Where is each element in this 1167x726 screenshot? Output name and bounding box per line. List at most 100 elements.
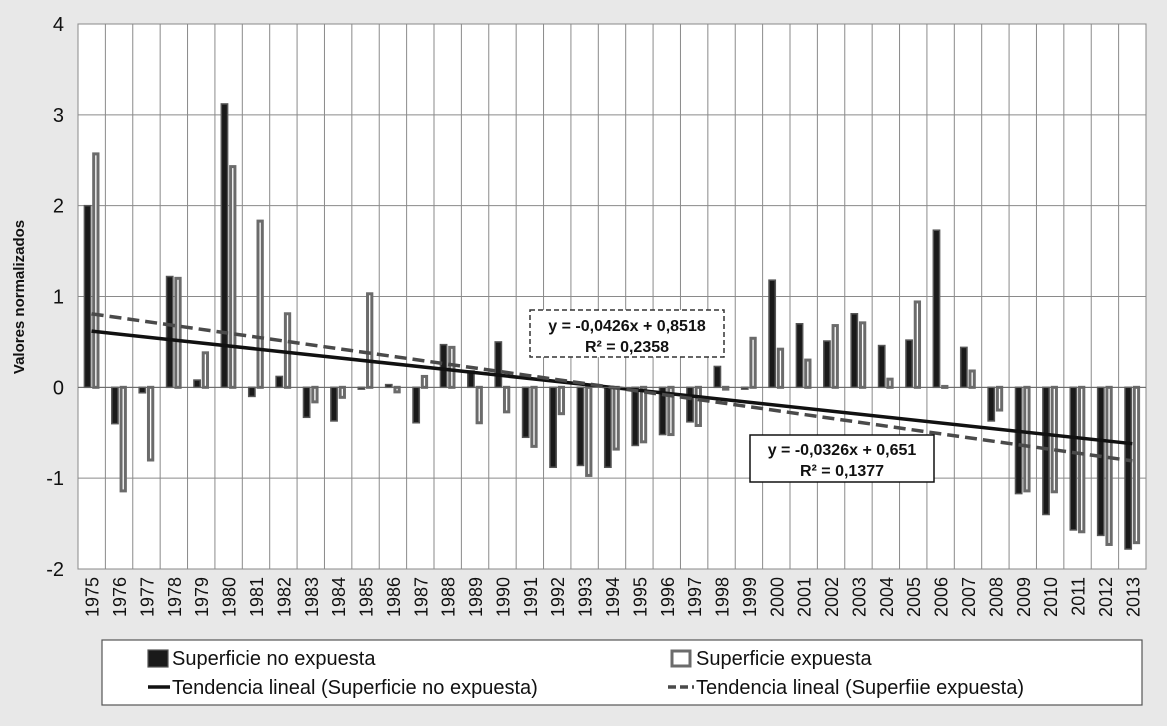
x-tick-label: 1980 (220, 577, 240, 617)
r2-superficie-no-expuesta: R² = 0,1377 (800, 463, 884, 480)
bar-superficie-no-expuesta (987, 386, 996, 422)
bar-superficie-no-expuesta (549, 386, 557, 469)
y-tick-label: 2 (53, 196, 64, 218)
bar-superficie-no-expuesta (111, 386, 119, 425)
x-tick-label: 1986 (384, 577, 404, 617)
x-tick-label: 1999 (740, 577, 760, 617)
legend-label-trend-expuesta: Tendencia lineal (Superfiie expuesta) (696, 677, 1024, 699)
bar-superficie-expuesta (1050, 385, 1058, 494)
bar-superficie-no-expuesta (905, 339, 913, 389)
bar-superficie-no-expuesta (330, 386, 338, 422)
x-tick-label: 1976 (110, 577, 130, 617)
bar-superficie-expuesta (557, 385, 566, 416)
y-tick-label: -1 (46, 468, 64, 490)
x-tick-label: 2013 (1123, 577, 1143, 617)
x-tick-label: 2003 (849, 577, 869, 617)
x-tick-label: 1983 (302, 577, 322, 617)
bar-superficie-no-expuesta (959, 346, 968, 389)
x-tick-label: 1977 (137, 577, 157, 617)
bar-superficie-expuesta (858, 321, 867, 389)
legend-label-superficie-expuesta: Superficie expuesta (696, 648, 873, 670)
bar-superficie-expuesta (886, 377, 894, 389)
bar-superficie-expuesta (256, 219, 264, 389)
bar-superficie-expuesta (366, 292, 374, 389)
bar-superficie-expuesta (146, 385, 155, 462)
x-tick-label: 1975 (83, 577, 103, 617)
bar-superficie-expuesta (119, 385, 127, 493)
legend-swatch-superficie-no-expuesta (147, 649, 169, 668)
equation-superficie-no-expuesta: y = -0,0326x + 0,651 (768, 442, 917, 459)
bar-superficie-expuesta (1023, 385, 1031, 493)
bar-superficie-expuesta (92, 152, 100, 389)
x-tick-label: 1996 (658, 577, 678, 617)
x-tick-label: 1997 (685, 577, 705, 617)
bar-superficie-no-expuesta (302, 386, 311, 419)
bar-superficie-no-expuesta (494, 341, 503, 389)
bar-superficie-expuesta (311, 385, 319, 404)
bar-superficie-expuesta (968, 369, 976, 389)
bar-superficie-no-expuesta (1014, 386, 1023, 495)
x-tick-label: 1979 (192, 577, 212, 617)
x-tick-label: 1992 (548, 577, 568, 617)
bar-superficie-no-expuesta (1096, 386, 1105, 537)
bar-superficie-no-expuesta (877, 344, 886, 389)
bar-superficie-no-expuesta (165, 275, 174, 389)
x-tick-label: 1982 (274, 577, 294, 617)
bar-superficie-no-expuesta (275, 375, 284, 389)
bar-superficie-no-expuesta (823, 340, 831, 389)
equation-box-superficie-expuesta (529, 309, 725, 358)
bar-superficie-expuesta (530, 385, 538, 448)
legend-label-superficie-no-expuesta: Superficie no expuesta (172, 648, 376, 670)
r2-superficie-expuesta: R² = 0,2358 (585, 339, 669, 356)
x-tick-label: 1988 (439, 577, 459, 617)
x-tick-label: 2001 (795, 577, 815, 617)
x-tick-label: 1985 (357, 577, 377, 617)
bar-superficie-no-expuesta (138, 386, 147, 394)
x-tick-label: 1990 (493, 577, 513, 617)
x-tick-label: 2006 (932, 577, 952, 617)
x-tick-label: 2002 (822, 577, 842, 617)
bar-superficie-no-expuesta (247, 386, 256, 398)
y-axis-title: Valores normalizados (11, 220, 28, 374)
bar-superficie-no-expuesta (850, 313, 859, 389)
x-tick-label: 1991 (521, 577, 541, 617)
bar-superficie-no-expuesta (631, 386, 640, 447)
bar-superficie-expuesta (1105, 385, 1113, 546)
y-tick-label: 3 (53, 105, 64, 127)
x-tick-label: 2012 (1096, 577, 1116, 617)
x-tick-label: 1994 (603, 577, 623, 617)
bar-superficie-no-expuesta (412, 386, 421, 424)
grid-lines (77, 23, 1147, 570)
y-tick-label: 0 (53, 377, 64, 399)
bar-superficie-expuesta (448, 345, 456, 389)
x-tick-label: 1998 (713, 577, 733, 617)
x-tick-label: 1987 (411, 577, 431, 617)
bar-superficie-no-expuesta (576, 386, 585, 467)
bar-superficie-expuesta (639, 385, 648, 444)
x-tick-label: 1993 (576, 577, 596, 617)
bar-superficie-no-expuesta (1042, 386, 1050, 516)
bar-superficie-no-expuesta (768, 279, 777, 389)
x-tick-label: 2007 (959, 577, 979, 617)
legend-box (101, 639, 1143, 706)
x-tick-label: 2000 (767, 577, 787, 617)
bar-superficie-expuesta (420, 374, 429, 389)
bar-superficie-expuesta (585, 385, 593, 477)
y-tick-label: 1 (53, 287, 64, 309)
bar-superficie-expuesta (502, 385, 511, 414)
x-tick-label: 1984 (329, 577, 349, 617)
bar-superficie-no-expuesta (1124, 386, 1133, 550)
x-tick-label: 1995 (630, 577, 650, 617)
legend-swatch-superficie-expuesta (670, 649, 692, 668)
equation-superficie-expuesta: y = -0,0426x + 0,8518 (548, 318, 706, 335)
bar-superficie-expuesta (1078, 385, 1086, 534)
bar-superficie-no-expuesta (795, 323, 804, 389)
x-tick-label: 2009 (1014, 577, 1034, 617)
bar-superficie-expuesta (201, 351, 210, 389)
equation-box-superficie-no-expuesta (749, 434, 935, 483)
legend-label-trend-no-expuesta: Tendencia lineal (Superficie no expuesta… (172, 677, 538, 699)
bar-superficie-expuesta (338, 385, 346, 399)
bar-superficie-no-expuesta (1069, 386, 1078, 531)
